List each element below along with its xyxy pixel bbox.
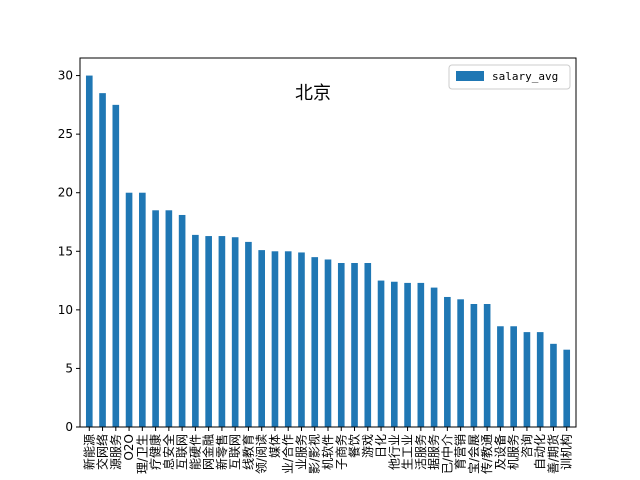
- x-tick-label: 业服务: [293, 434, 308, 470]
- x-tick-label: 已/中介: [439, 434, 454, 474]
- x-tick-label: 咨询: [519, 434, 534, 458]
- x-tick-label: 训机构: [559, 434, 574, 470]
- legend: salary_avg: [448, 64, 571, 90]
- bar-30: [483, 304, 491, 427]
- bar-3: [125, 192, 133, 427]
- bar-8: [192, 234, 199, 427]
- bar-16: [298, 252, 305, 427]
- x-tick-label: 网金融: [201, 434, 216, 470]
- bar-19: [337, 263, 345, 427]
- bar-5: [152, 210, 159, 427]
- y-tick-label: 15: [58, 244, 73, 258]
- x-tick-label: 媒体: [268, 434, 282, 458]
- bar-33: [523, 332, 531, 427]
- bar-27: [444, 296, 451, 427]
- bar-21: [364, 263, 372, 427]
- y-axis: 0 5 10 15 20 25 30: [58, 69, 80, 434]
- bar-29: [470, 304, 478, 427]
- x-tick-label: 交网络: [95, 434, 110, 470]
- x-tick-label: 机软件: [321, 434, 335, 470]
- bar-2: [112, 104, 120, 428]
- bar-24: [404, 282, 411, 427]
- x-tick-label: 疗健康: [148, 434, 163, 470]
- bar-0: [85, 75, 93, 427]
- bar-14: [271, 251, 279, 427]
- bar-34: [536, 332, 544, 427]
- x-tick-label: 据服务: [426, 434, 441, 470]
- x-tick-label: 源服务: [108, 434, 123, 470]
- x-tick-label: 宝/会展: [467, 434, 481, 474]
- x-tick-label: 新零售: [214, 434, 229, 470]
- bar-1: [99, 93, 106, 427]
- x-axis: 新能源 交网络 源服务 O2O 理/卫生 疗健康 息安全 互联网 能硬件 网金融 新零售 互联网 线教育…: [81, 427, 574, 474]
- x-tick-label: 游戏: [361, 434, 375, 458]
- bars-layer: [85, 75, 571, 428]
- bar-13: [258, 250, 265, 427]
- bar-11: [231, 237, 239, 427]
- bar-9: [205, 236, 212, 427]
- bar-22: [377, 280, 385, 427]
- x-tick-label: 息安全: [161, 434, 176, 470]
- x-tick-label: 他行业: [387, 434, 401, 470]
- x-tick-label: 互联网: [175, 434, 189, 470]
- bar-18: [324, 259, 332, 427]
- bar-6: [165, 210, 173, 427]
- x-tick-label: O2O: [122, 434, 136, 461]
- x-tick-label: 机服务: [506, 434, 521, 470]
- x-tick-label: 及设备: [493, 434, 507, 470]
- legend-label-salary-avg: salary_avg: [492, 70, 558, 83]
- bar-36: [563, 349, 571, 427]
- y-tick-label: 5: [65, 361, 73, 375]
- x-tick-label: 线教育: [240, 434, 255, 470]
- bar-28: [457, 299, 464, 427]
- x-tick-label: 日化: [374, 434, 388, 458]
- bar-15: [284, 251, 292, 427]
- bar-31: [497, 326, 504, 427]
- x-tick-label: 能硬件: [188, 434, 202, 470]
- x-tick-label: 新能源: [81, 434, 96, 470]
- y-tick-label: 30: [58, 69, 73, 83]
- y-tick-label: 10: [58, 303, 73, 317]
- y-tick-label: 25: [58, 127, 73, 141]
- x-tick-label: 生工业: [401, 434, 415, 470]
- x-tick-label: 子商务: [333, 434, 348, 470]
- bar-32: [510, 326, 517, 427]
- bar-20: [351, 263, 358, 427]
- bar-35: [550, 343, 557, 427]
- bar-7: [178, 214, 186, 427]
- x-tick-label: 自动化: [533, 434, 547, 470]
- x-tick-label: 互联网: [228, 434, 242, 470]
- x-tick-label: 影/影视: [307, 434, 322, 474]
- bar-26: [430, 287, 438, 427]
- legend-swatch: [456, 71, 484, 81]
- bar-12: [245, 241, 252, 427]
- bar-10: [218, 236, 226, 427]
- x-tick-label: 善/期货: [545, 434, 560, 474]
- y-tick-label: 20: [58, 186, 73, 200]
- x-tick-label: 餐饮: [347, 434, 362, 458]
- chart-title: 北京: [295, 83, 331, 104]
- x-tick-label: 传/教通: [479, 434, 494, 474]
- bar-17: [311, 257, 319, 427]
- x-tick-label: 育营销: [453, 434, 468, 470]
- bar-4: [139, 192, 146, 427]
- bar-23: [390, 281, 398, 427]
- y-tick-label: 0: [65, 420, 73, 434]
- x-tick-label: 理/卫生: [135, 434, 149, 474]
- x-tick-label: 业/合作: [280, 434, 295, 474]
- bar-25: [417, 282, 425, 427]
- x-tick-label: 活服务: [413, 434, 428, 470]
- x-tick-label: 领/阅读: [255, 434, 269, 474]
